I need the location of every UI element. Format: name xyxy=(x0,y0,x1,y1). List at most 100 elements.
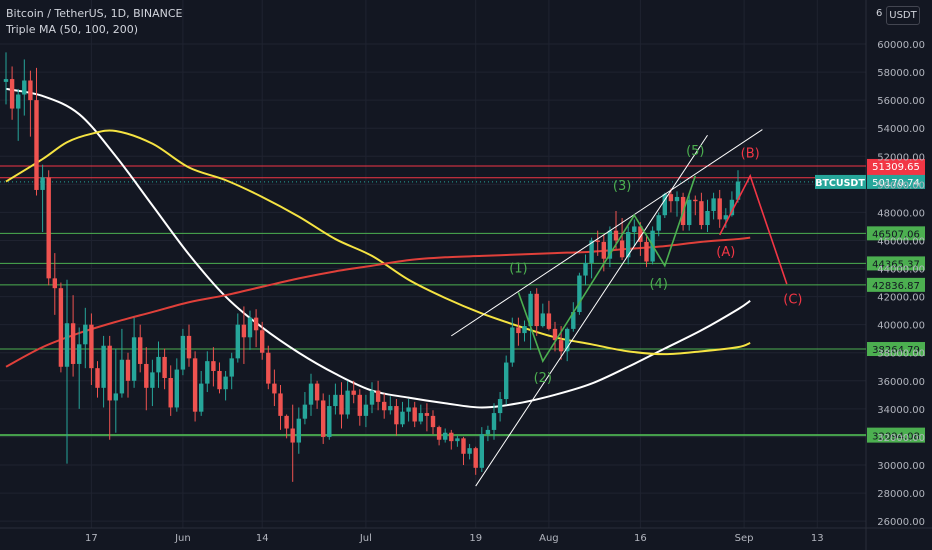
candle xyxy=(717,189,722,228)
candle xyxy=(638,222,643,256)
x-tick-label: 17 xyxy=(85,533,98,544)
candle xyxy=(296,407,301,454)
candle xyxy=(705,199,710,233)
candle-body xyxy=(168,377,173,408)
candle-body xyxy=(192,358,198,412)
candle xyxy=(382,393,387,419)
candle-body xyxy=(455,438,460,442)
candle-body xyxy=(687,199,692,226)
candle-body xyxy=(632,226,637,233)
candle-body xyxy=(644,241,649,262)
candle xyxy=(125,352,131,398)
candle-body xyxy=(504,362,509,400)
resistance-label: 51309.65 xyxy=(872,162,920,173)
candle-body xyxy=(229,358,234,377)
candle-body xyxy=(583,262,588,276)
candle-body xyxy=(52,278,57,289)
candle xyxy=(174,358,179,412)
y-tick-label: 48000.00 xyxy=(877,208,925,219)
candle-body xyxy=(58,288,64,367)
candle xyxy=(235,313,240,363)
candle xyxy=(412,401,417,428)
candle xyxy=(467,443,472,460)
candle-body xyxy=(34,100,39,190)
candle-body xyxy=(16,94,21,109)
candle xyxy=(247,310,253,350)
candle xyxy=(223,370,228,401)
currency-button[interactable]: USDT xyxy=(886,6,920,25)
candle-body xyxy=(40,177,45,190)
symbol-tag-label: BTCUSDT xyxy=(815,178,865,189)
candle xyxy=(64,279,70,464)
resistance-badge xyxy=(867,158,925,173)
candle xyxy=(436,425,442,446)
candle-body xyxy=(186,335,192,359)
candle-body xyxy=(77,344,82,364)
candle-body xyxy=(412,407,417,422)
candle xyxy=(162,348,167,390)
candle xyxy=(632,219,637,247)
candle-body xyxy=(436,427,442,440)
candle xyxy=(613,210,619,249)
candle-body xyxy=(674,196,680,202)
candle xyxy=(211,347,216,387)
candle xyxy=(327,394,332,440)
y-tick-label: 60000.00 xyxy=(877,40,925,51)
candle-body xyxy=(516,327,521,334)
y-tick-label: 38000.00 xyxy=(877,349,925,360)
candle xyxy=(357,389,362,426)
candle-body xyxy=(107,345,112,401)
support-badge xyxy=(867,226,925,241)
candle xyxy=(668,188,674,213)
channel-line xyxy=(451,129,763,337)
candle-body xyxy=(528,293,533,327)
candles xyxy=(3,52,741,482)
indicator-label[interactable]: Triple MA (50, 100, 200) xyxy=(6,23,139,36)
candle-body xyxy=(247,317,253,338)
candle xyxy=(339,382,344,429)
candle xyxy=(34,67,39,196)
candle-body xyxy=(70,323,76,364)
candle xyxy=(491,403,497,440)
candle-body xyxy=(497,399,503,414)
candle xyxy=(290,404,295,482)
candle-body xyxy=(668,194,674,202)
candle-body xyxy=(199,383,204,412)
ma100-line xyxy=(5,129,751,356)
y-tick-label: 28000.00 xyxy=(877,489,925,500)
wave-label: (C) xyxy=(783,293,802,308)
wave-green-line xyxy=(517,175,697,363)
candle-body xyxy=(3,79,9,82)
y-tick-label: 50000.00 xyxy=(877,180,925,191)
wave-label: (2) xyxy=(534,371,552,386)
candle-body xyxy=(491,413,497,430)
candle xyxy=(186,324,192,367)
candle-body xyxy=(613,230,619,241)
price-axis[interactable]: 26000.00 28000.00 30000.00 32000.00 34000.00… xyxy=(877,40,925,528)
candle xyxy=(424,403,430,432)
time-axis[interactable]: 17 Jun 14 Jul 19 Aug 16 Sep 13 xyxy=(85,533,824,544)
y-tick-label: 56000.00 xyxy=(877,96,925,107)
candle xyxy=(619,218,625,261)
candle-body xyxy=(22,80,27,95)
candle xyxy=(522,320,527,342)
candle-body xyxy=(577,275,582,313)
candle-body xyxy=(174,369,179,408)
candle-body xyxy=(424,413,430,416)
candle-body xyxy=(546,313,552,329)
candle xyxy=(144,347,149,411)
candle-body xyxy=(101,345,106,388)
candle xyxy=(595,230,600,256)
candle xyxy=(58,282,64,373)
candle-body xyxy=(473,448,478,468)
candle xyxy=(89,313,94,386)
candle-body xyxy=(253,317,259,331)
wave-label: (B) xyxy=(741,147,760,162)
y-tick-label: 58000.00 xyxy=(877,68,925,79)
candle-body xyxy=(144,363,149,388)
wave-label: (5) xyxy=(686,144,704,159)
candle-body xyxy=(138,337,143,364)
candle xyxy=(253,309,259,348)
candle xyxy=(229,352,234,390)
